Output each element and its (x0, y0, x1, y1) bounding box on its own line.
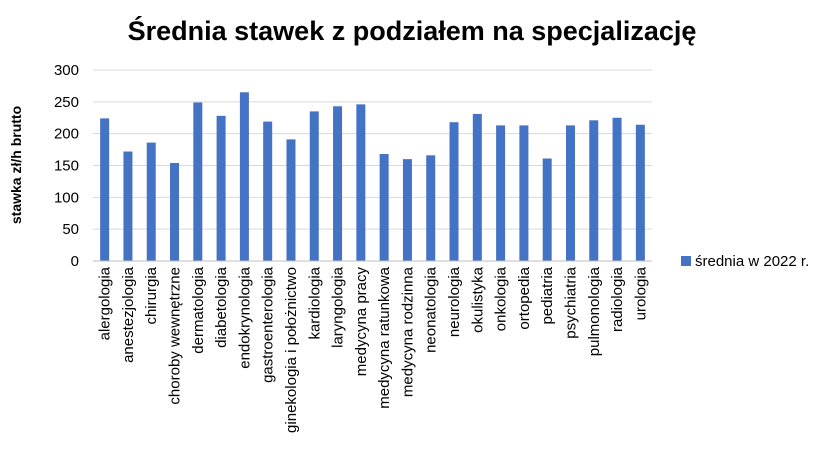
x-tick-label: pulmonologia (586, 266, 603, 356)
x-tick-label: dermatologia (190, 266, 207, 353)
bar (356, 104, 366, 261)
x-tick-label: chirurgia (143, 266, 160, 324)
legend-label: średnia w 2022 r. (695, 253, 809, 270)
x-tick-label: neurologia (446, 266, 463, 337)
x-tick-label: psychiatria (562, 266, 579, 338)
x-tick-label: neonatologia (423, 266, 440, 353)
chart-title: Średnia stawek z podziałem na specjaliza… (128, 15, 697, 46)
x-tick-label: pediatria (539, 266, 556, 324)
bar (565, 125, 575, 261)
bar (449, 122, 459, 261)
bar (123, 151, 133, 261)
x-tick-label: alergologia (97, 266, 114, 340)
x-tick-label: diabetologia (213, 266, 230, 348)
x-tick-label: endokrynologia (236, 266, 253, 368)
x-tick-label: okulistyka (469, 266, 486, 333)
x-tick-label: medycyna ratunkowa (376, 266, 393, 408)
gridlines (93, 69, 652, 262)
bar (589, 120, 599, 262)
category-labels: alergologia anestezjologia chirurgia chorob… (97, 266, 650, 433)
bar (426, 155, 436, 261)
x-tick-label: urologia (632, 266, 649, 320)
bar (286, 139, 296, 261)
y-tick-label: 50 (62, 221, 79, 238)
bar (146, 142, 156, 261)
x-tick-label: onkologia (493, 266, 510, 331)
y-tick-label: 300 (54, 62, 79, 79)
x-tick-label: kardiologia (306, 266, 323, 339)
y-axis-ticks: 0 50 100 150 200 250 300 (54, 62, 79, 270)
bar (239, 92, 249, 262)
bar (100, 118, 110, 262)
bar (402, 159, 412, 261)
bar (309, 111, 319, 261)
bar (263, 121, 273, 261)
x-tick-label: ortopedia (516, 266, 533, 329)
x-tick-label: laryngologia (330, 266, 347, 348)
bar (612, 117, 622, 261)
y-tick-label: 250 (54, 94, 79, 111)
bar (496, 125, 506, 261)
x-tick-label: medycyna rodzinna (399, 266, 416, 397)
x-tick-label: ginekologia i położnictwo (283, 267, 300, 433)
y-tick-label: 200 (54, 126, 79, 143)
y-tick-label: 150 (54, 158, 79, 175)
bar (635, 124, 645, 262)
bar (216, 115, 226, 261)
x-tick-label: medycyna pracy (353, 267, 370, 377)
bar (333, 106, 343, 261)
bar (379, 154, 389, 261)
y-axis-label: stawka zł/h brutto (8, 106, 24, 224)
bars (100, 92, 645, 262)
bar (519, 125, 529, 261)
legend: średnia w 2022 r. (681, 253, 809, 270)
x-tick-label: radiologia (609, 266, 626, 332)
x-tick-label: gastroenterologia (260, 266, 277, 383)
bar (472, 113, 482, 262)
x-tick-label: anestezjologia (120, 266, 137, 363)
bar (542, 158, 552, 261)
bar (170, 162, 180, 261)
bar (193, 102, 203, 261)
x-tick-label: choroby wewnętrzne (167, 267, 184, 405)
legend-swatch (681, 256, 691, 266)
y-tick-label: 0 (71, 253, 79, 270)
y-tick-label: 100 (54, 189, 79, 206)
